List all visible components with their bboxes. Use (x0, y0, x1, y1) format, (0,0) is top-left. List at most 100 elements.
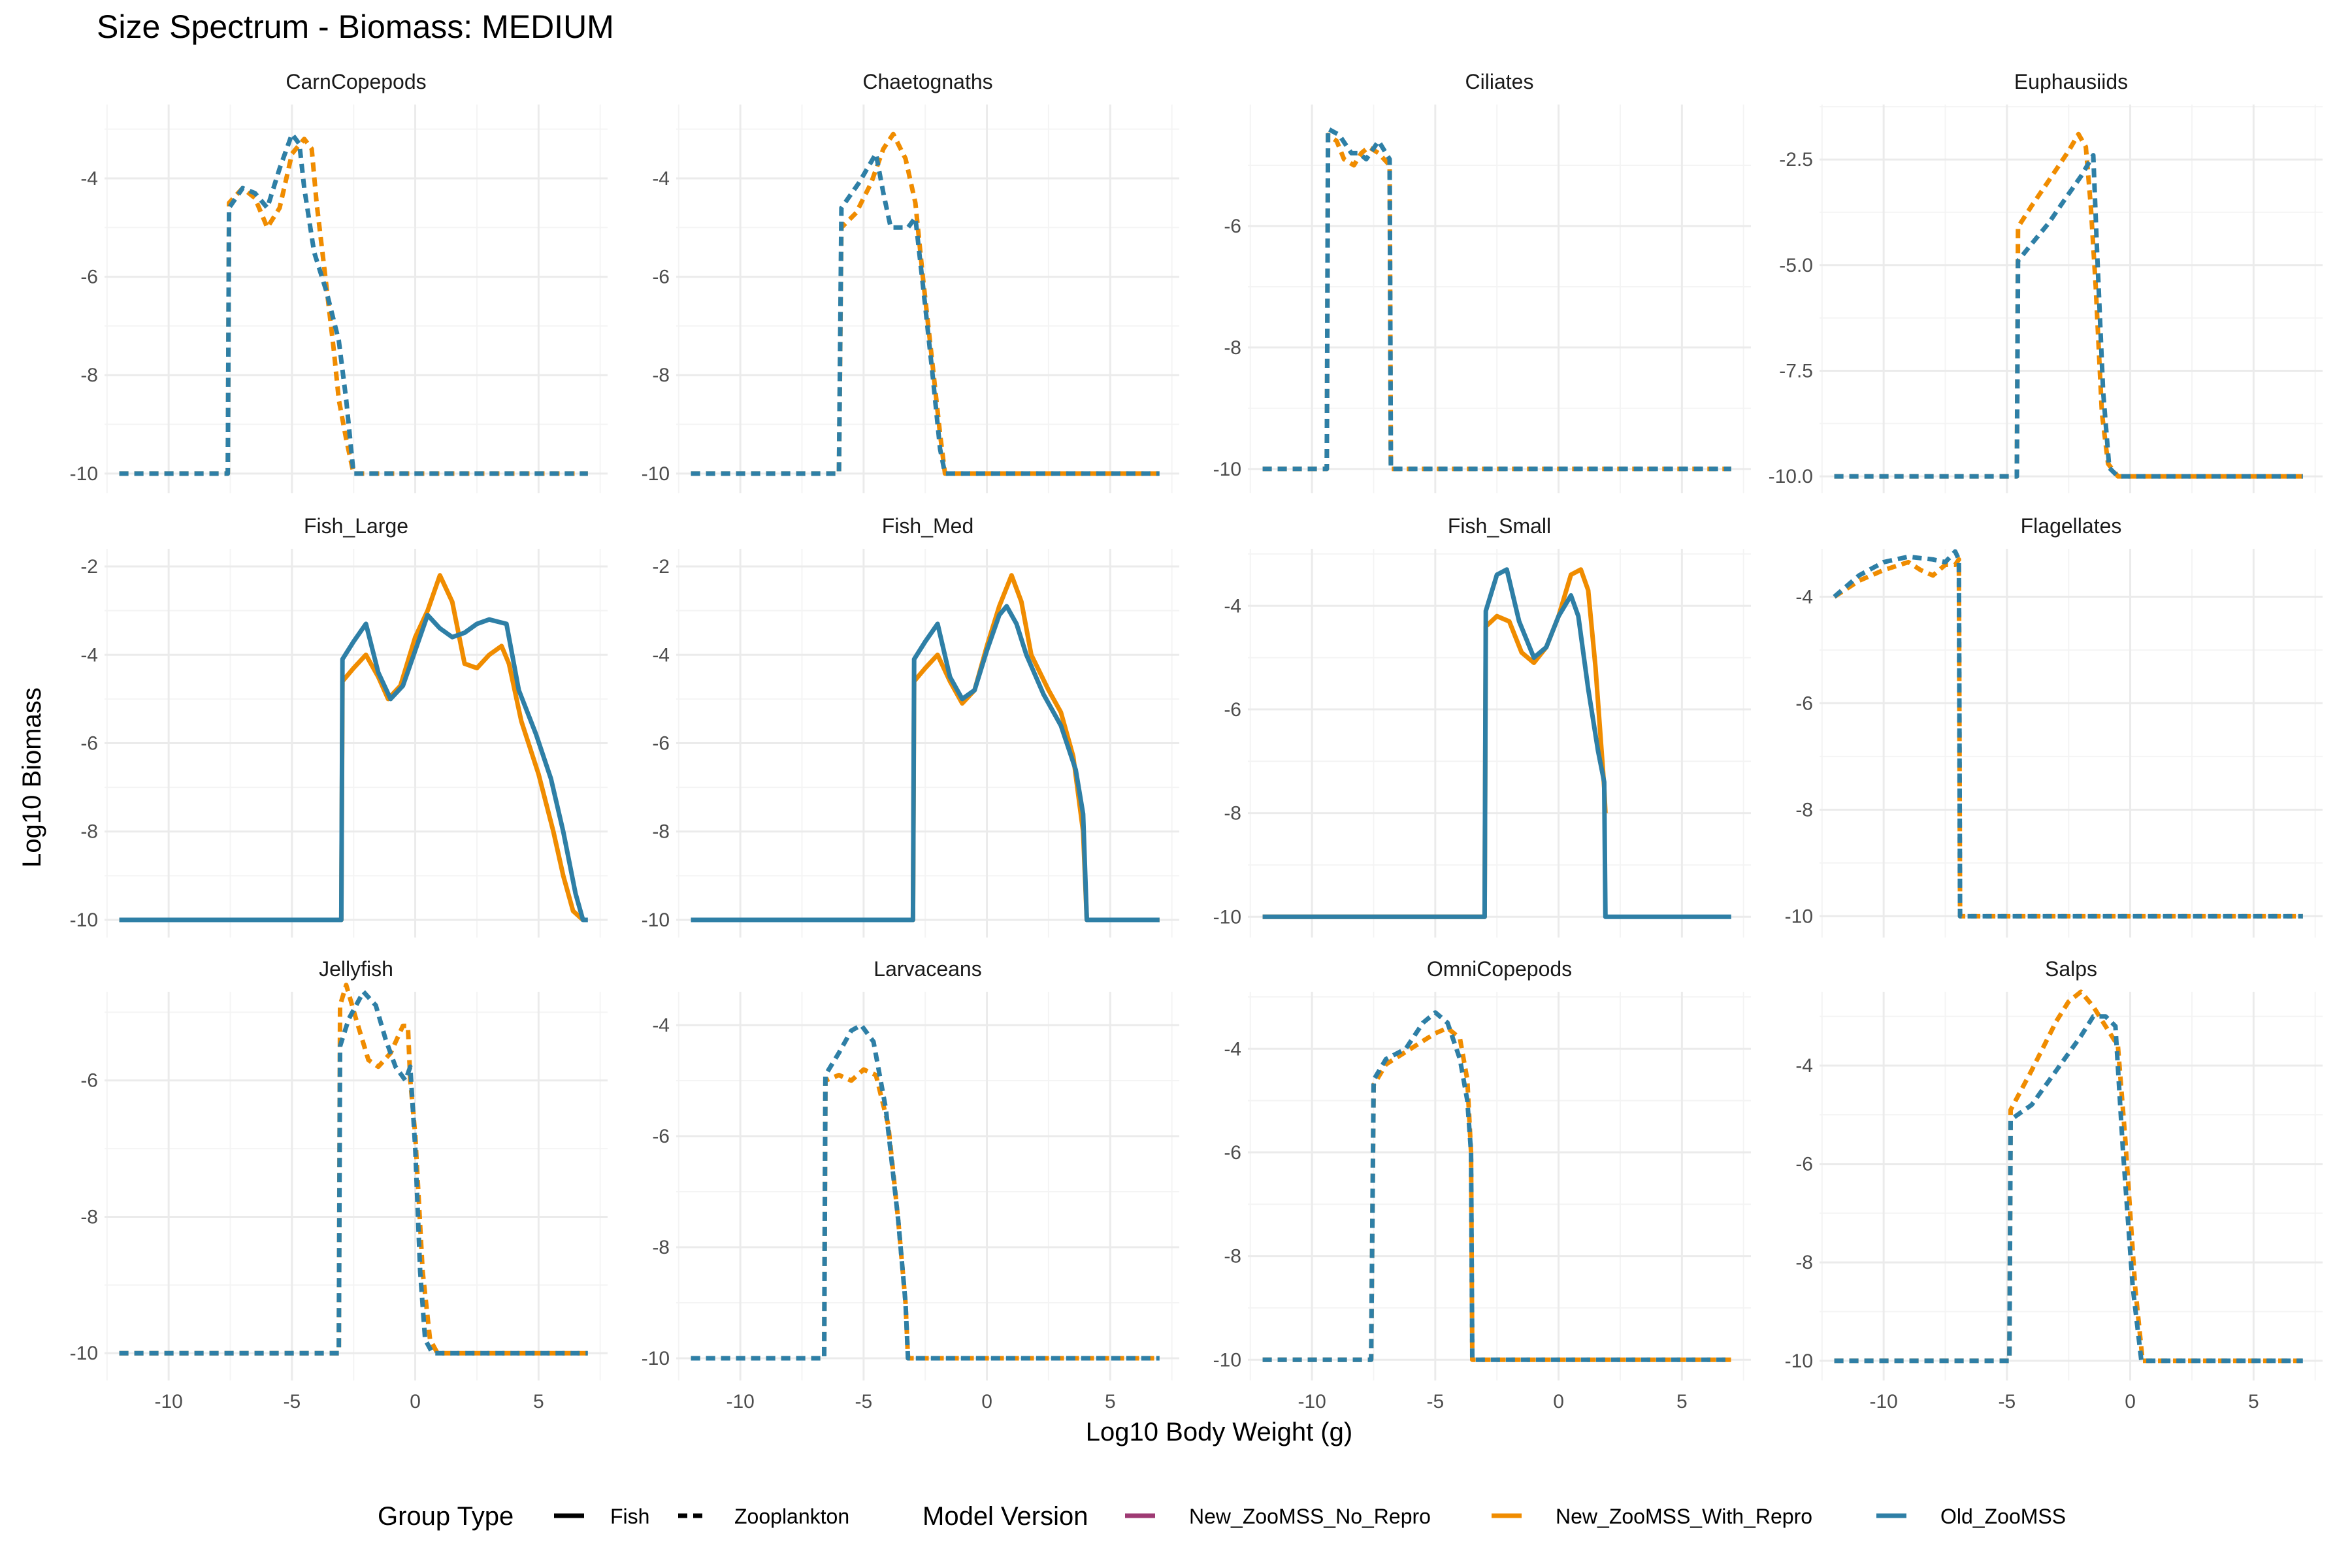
y-tick-label: -6 (652, 733, 670, 755)
series-line-old-zoomss (691, 1022, 1160, 1361)
y-tick-label: -10 (1785, 906, 1813, 927)
x-tick-label: -10 (154, 1391, 182, 1413)
y-tick-label: -6 (1795, 1154, 1813, 1175)
y-tick-label: -8 (652, 1237, 670, 1258)
panel-strip-label: Larvaceans (874, 957, 981, 981)
y-tick-label: -4 (1224, 1038, 1241, 1060)
x-tick-label: -5 (855, 1391, 873, 1413)
x-tick-label: -10 (726, 1391, 754, 1413)
y-tick-label: -8 (1224, 803, 1241, 825)
panel-strip-label: Fish_Large (304, 514, 408, 538)
panel-carncopepods: CarnCopepods -4 -6 -8 -10 (70, 70, 608, 493)
series-line-old-zoomss (119, 612, 588, 923)
panel-salps: Salps -4 -6 -8 -10 -10 -5 0 5 (1785, 957, 2323, 1413)
x-tick-label: 5 (2248, 1391, 2259, 1413)
y-tick-label: -10 (642, 1348, 670, 1369)
x-tick-label: 5 (1105, 1391, 1116, 1413)
series-line-old-zoomss (691, 151, 1160, 476)
x-tick-label: -5 (284, 1391, 301, 1413)
y-tick-label: -7.5 (1779, 360, 1813, 382)
y-tick-label: -8 (1224, 1246, 1241, 1267)
series-line-old-zoomss (119, 131, 588, 476)
x-tick-label: 0 (410, 1391, 421, 1413)
legend-label-old-zoomss: Old_ZooMSS (1940, 1505, 2066, 1528)
y-tick-label: -10 (1213, 1349, 1241, 1371)
x-tick-label: 5 (533, 1391, 544, 1413)
y-tick-label: -6 (652, 1126, 670, 1147)
y-tick-label: -6 (1224, 699, 1241, 721)
series-line-new-zoomss-with-repro (119, 983, 588, 1356)
series-line-new-zoomss-with-repro (1262, 133, 1731, 472)
y-axis-title: Log10 Biomass (18, 687, 46, 868)
y-tick-label: -6 (1224, 1142, 1241, 1164)
y-tick-label: -10 (1213, 459, 1241, 480)
y-tick-label: -10 (70, 463, 98, 485)
y-tick-label: -8 (1224, 337, 1241, 359)
y-tick-label: -2 (652, 556, 670, 578)
y-tick-label: -10 (642, 909, 670, 931)
y-tick-label: -4 (1224, 595, 1241, 617)
series-line-old-zoomss (1834, 1014, 2303, 1364)
series-line-old-zoomss (1262, 1010, 1731, 1362)
y-tick-label: -2.5 (1779, 149, 1813, 171)
series-line-old-zoomss (1262, 567, 1731, 919)
legend-title-group-type: Group Type (378, 1502, 514, 1531)
panel-strip-label: Ciliates (1465, 70, 1534, 93)
panel-strip-label: CarnCopepods (286, 70, 426, 93)
panel-strip-label: Fish_Small (1448, 514, 1551, 538)
panel-flagellates: Flagellates -4 -6 -8 -10 (1785, 514, 2323, 938)
y-tick-label: -10 (70, 909, 98, 931)
panel-fish-small: Fish_Small -4 -6 -8 -10 (1213, 514, 1751, 938)
y-tick-label: -6 (652, 267, 670, 288)
panel-omnicopepods: OmniCopepods -4 -6 -8 -10 -10 -5 0 5 (1213, 957, 1751, 1413)
y-tick-label: -8 (1795, 1252, 1813, 1273)
series-line-new-zoomss-with-repro (1834, 131, 2303, 479)
y-tick-label: -8 (80, 821, 98, 843)
y-tick-label: -4 (652, 1015, 670, 1036)
y-tick-label: -8 (652, 821, 670, 843)
panel-strip-label: Flagellates (2021, 514, 2122, 538)
legend-label-zooplankton: Zooplankton (734, 1505, 849, 1528)
series-line-old-zoomss (691, 604, 1160, 923)
series-line-new-zoomss-with-repro (1834, 989, 2303, 1364)
panel-ciliates: Ciliates -6 -8 -10 (1213, 70, 1751, 493)
legend-title-model-version: Model Version (923, 1502, 1088, 1531)
y-tick-label: -8 (80, 1206, 98, 1228)
y-tick-label: -6 (80, 267, 98, 288)
y-tick-label: -6 (80, 1070, 98, 1092)
y-tick-label: -4 (652, 168, 670, 189)
x-tick-label: -10 (1298, 1391, 1326, 1413)
legend-label-new-zoomss-no-repro: New_ZooMSS_No_Repro (1189, 1505, 1431, 1528)
panel-euphausiids: Euphausiids -2.5 -5.0 -7.5 -10.0 (1769, 70, 2323, 493)
y-tick-label: -4 (80, 644, 98, 666)
y-tick-label: -5.0 (1779, 255, 1813, 276)
x-tick-label: 0 (2125, 1391, 2136, 1413)
y-tick-label: -6 (80, 733, 98, 755)
y-tick-label: -8 (652, 365, 670, 386)
y-tick-label: -4 (1795, 586, 1813, 608)
y-tick-label: -4 (652, 644, 670, 666)
panel-fish-med: Fish_Med -2 -4 -6 -8 -10 (642, 514, 1179, 938)
x-tick-label: 0 (981, 1391, 992, 1413)
panel-strip-label: Fish_Med (882, 514, 974, 538)
panel-fish-large: Fish_Large -2 -4 -6 -8 -10 (70, 514, 608, 938)
y-tick-label: -10.0 (1769, 466, 1813, 487)
y-tick-label: -6 (1224, 216, 1241, 237)
series-line-new-zoomss-with-repro (119, 573, 585, 923)
series-line-new-zoomss-with-repro (691, 131, 1160, 476)
y-tick-label: -10 (642, 463, 670, 485)
series-line-new-zoomss-with-repro (1833, 557, 2303, 919)
x-tick-label: -10 (1869, 1391, 1897, 1413)
legend-label-new-zoomss-with-repro: New_ZooMSS_With_Repro (1556, 1505, 1812, 1528)
chart-title: Size Spectrum - Biomass: MEDIUM (97, 8, 614, 45)
series-line-old-zoomss (1834, 153, 2303, 479)
y-tick-label: -8 (80, 365, 98, 386)
panel-strip-label: Chaetognaths (862, 70, 992, 93)
x-axis-title: Log10 Body Weight (g) (1086, 1418, 1352, 1446)
panel-strip-label: OmniCopepods (1427, 957, 1572, 981)
series-line-old-zoomss (1833, 549, 2303, 919)
y-tick-label: -6 (1795, 693, 1813, 714)
panel-strip-label: Jellyfish (319, 957, 393, 981)
